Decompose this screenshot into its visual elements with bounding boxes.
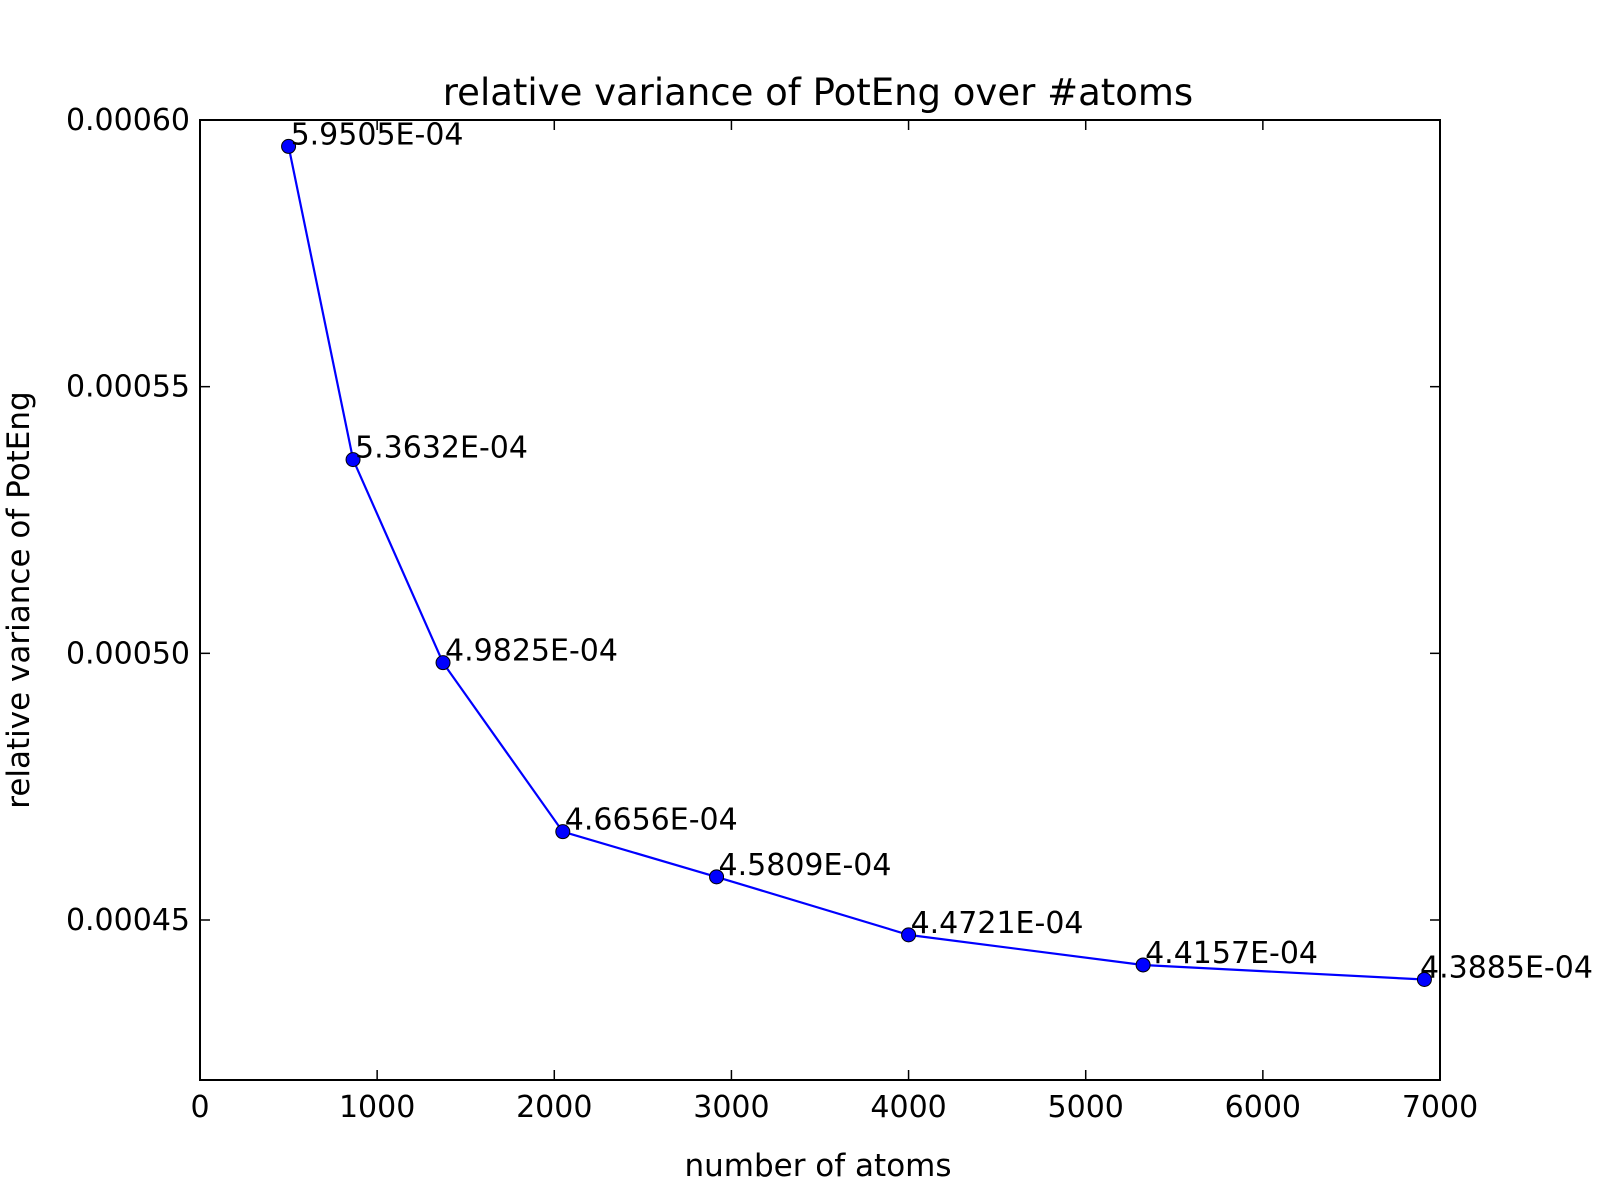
x-tick-label: 7000 [1402, 1090, 1478, 1125]
x-tick-label: 6000 [1225, 1090, 1301, 1125]
y-tick-label: 0.00050 [66, 636, 190, 671]
y-tick-label: 0.00060 [66, 103, 190, 138]
data-label: 4.4721E-04 [911, 906, 1084, 941]
x-tick-label: 4000 [870, 1090, 946, 1125]
data-point [555, 824, 571, 840]
chart-title: relative variance of PotEng over #atoms [443, 71, 1193, 114]
data-label: 4.4157E-04 [1145, 936, 1318, 971]
x-tick-label: 3000 [693, 1090, 769, 1125]
data-label: 5.9505E-04 [291, 117, 464, 152]
data-point [1416, 971, 1432, 987]
x-tick-label: 2000 [516, 1090, 592, 1125]
y-tick-label: 0.00055 [66, 370, 190, 405]
data-point [1135, 957, 1151, 973]
data-point [709, 869, 725, 885]
data-label: 4.3885E-04 [1420, 950, 1593, 985]
series-line [287, 146, 1425, 981]
data-point [901, 927, 917, 943]
data-label: 4.5809E-04 [719, 848, 892, 883]
plot-frame [199, 119, 1441, 1081]
axis-ticks: 0 1000 2000 3000 4000 5000 6000 7000 0.00045 0.00… [66, 103, 1478, 1125]
data-point [345, 452, 361, 468]
y-axis-label: relative variance of PotEng [1, 391, 37, 808]
y-tick-label: 0.00045 [66, 903, 190, 938]
x-axis-label: number of atoms [684, 1148, 951, 1184]
data-label: 4.9825E-04 [445, 634, 618, 669]
data-series: 5.9505E-04 5.3632E-04 4.9825E-04 4.6656E-04… [281, 117, 1593, 987]
x-tick-label: 1000 [339, 1090, 415, 1125]
data-label: 5.3632E-04 [355, 431, 528, 466]
data-point [281, 138, 297, 154]
x-tick-label: 0 [190, 1090, 209, 1125]
data-point [435, 655, 451, 671]
data-label: 4.6656E-04 [565, 803, 738, 838]
x-tick-label: 5000 [1048, 1090, 1124, 1125]
